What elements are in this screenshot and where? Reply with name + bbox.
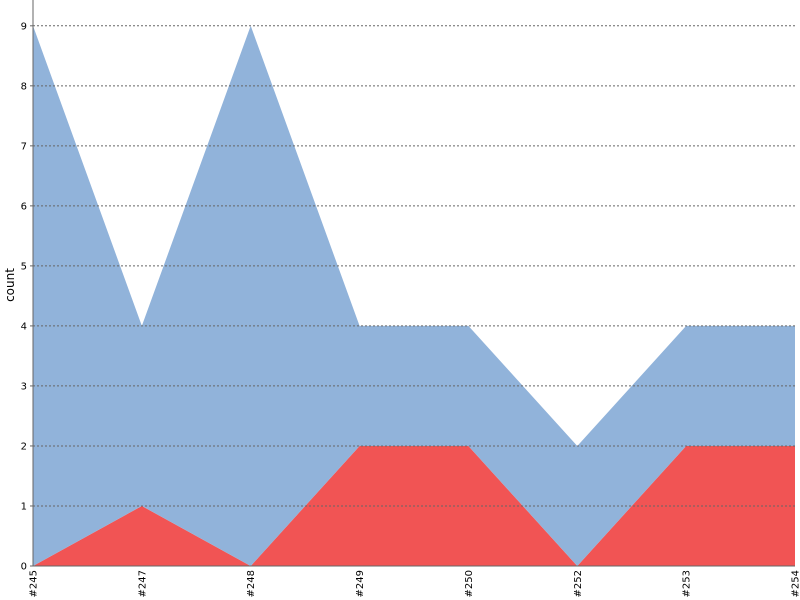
y-axis-label: count xyxy=(3,268,17,302)
y-tick-label: 2 xyxy=(21,441,27,452)
x-tick-label: #247 xyxy=(137,570,148,597)
x-tick-label: #248 xyxy=(246,570,257,597)
y-tick-label: 8 xyxy=(21,81,27,92)
x-tick-label: #252 xyxy=(573,570,584,597)
x-tick-label: #249 xyxy=(355,570,366,597)
y-tick-label: 4 xyxy=(21,321,27,332)
y-tick-label: 1 xyxy=(21,501,27,512)
y-tick-label: 6 xyxy=(21,201,27,212)
y-tick-label: 0 xyxy=(21,562,27,573)
x-tick-label: #250 xyxy=(464,570,475,597)
area xyxy=(33,25,795,566)
y-tick-label: 3 xyxy=(21,381,27,392)
y-tick-label: 5 xyxy=(21,261,27,272)
y-tick-label: 7 xyxy=(21,141,27,152)
x-tick-label: #254 xyxy=(791,570,800,597)
y-tick-label: 9 xyxy=(21,21,27,32)
x-tick-label: #253 xyxy=(682,570,693,597)
x-tick-label: #245 xyxy=(29,570,40,597)
